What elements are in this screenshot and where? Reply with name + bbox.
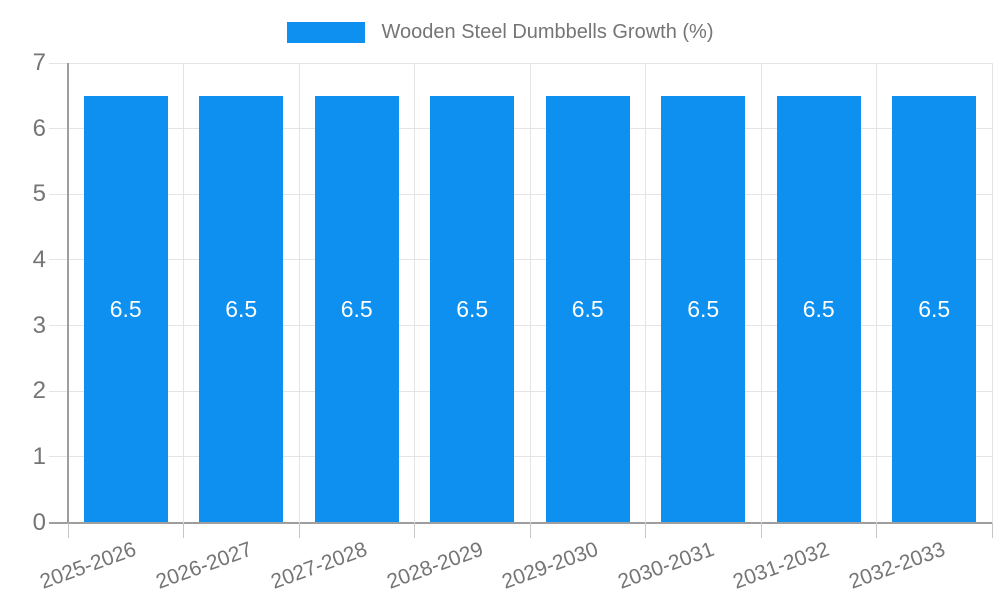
- x-axis-tick: [760, 522, 762, 538]
- bar[interactable]: 6.5: [430, 95, 515, 523]
- y-gridline: [49, 193, 992, 195]
- bar-value-label: 6.5: [109, 295, 142, 322]
- x-axis-tick: [414, 522, 415, 538]
- bar-value-label: 6.5: [687, 295, 720, 322]
- bar[interactable]: 6.5: [199, 95, 284, 523]
- x-gridline: [876, 63, 877, 523]
- bar-value-label: 6.5: [340, 295, 373, 322]
- x-axis-label: 2025-2026: [37, 537, 140, 594]
- x-gridline: [183, 63, 184, 523]
- x-axis-label: 2029-2030: [499, 537, 602, 594]
- x-axis-line: [49, 521, 992, 524]
- bar[interactable]: 6.5: [776, 95, 861, 523]
- x-axis-tick: [298, 522, 300, 538]
- x-gridline: [529, 63, 531, 523]
- y-axis-label: 2: [32, 377, 46, 405]
- y-gridline: [49, 259, 992, 261]
- x-gridline: [645, 63, 646, 523]
- y-gridline: [49, 128, 992, 130]
- y-axis-label: 0: [32, 508, 46, 536]
- x-gridline: [414, 63, 415, 523]
- bar[interactable]: 6.5: [661, 95, 746, 523]
- x-axis-tick: [991, 522, 993, 538]
- y-gridline: [49, 390, 992, 392]
- bar-value-label: 6.5: [802, 295, 835, 322]
- x-axis-label: 2032-2033: [845, 537, 949, 594]
- x-axis-tick: [67, 522, 69, 538]
- y-axis-label: 7: [32, 49, 46, 76]
- bar[interactable]: 6.5: [545, 95, 630, 523]
- y-axis-label: 1: [32, 442, 46, 470]
- bar[interactable]: 6.5: [314, 95, 399, 523]
- x-gridline: [991, 63, 993, 523]
- y-axis-line: [67, 63, 69, 523]
- y-gridline: [49, 325, 992, 327]
- x-axis-label: 2030-2031: [614, 537, 718, 594]
- bar-value-label: 6.5: [571, 295, 604, 322]
- bar-value-label: 6.5: [918, 295, 951, 322]
- legend-label: Wooden Steel Dumbbells Growth (%): [381, 20, 714, 43]
- legend-color-swatch: [286, 21, 365, 43]
- x-axis-label: 2028-2029: [383, 537, 487, 594]
- y-axis-label: 6: [32, 114, 46, 142]
- x-axis-tick: [183, 522, 184, 538]
- bar-value-label: 6.5: [225, 295, 258, 322]
- x-gridline: [760, 63, 762, 523]
- x-axis-label: 2027-2028: [268, 537, 371, 594]
- y-gridline: [49, 62, 992, 64]
- x-gridline: [298, 63, 300, 523]
- x-axis-tick: [876, 522, 877, 538]
- bar-value-label: 6.5: [456, 295, 489, 322]
- x-axis-label: 2031-2032: [730, 537, 833, 594]
- y-axis-label: 3: [32, 311, 46, 339]
- legend[interactable]: Wooden Steel Dumbbells Growth (%): [0, 17, 1000, 47]
- x-axis-tick: [645, 522, 646, 538]
- x-axis-tick: [529, 522, 531, 538]
- x-axis-label: 2026-2027: [152, 537, 256, 594]
- bar[interactable]: 6.5: [83, 95, 168, 523]
- y-gridline: [49, 456, 992, 458]
- y-axis-label: 4: [32, 245, 46, 273]
- bar[interactable]: 6.5: [892, 95, 977, 523]
- y-axis-label: 5: [32, 180, 46, 208]
